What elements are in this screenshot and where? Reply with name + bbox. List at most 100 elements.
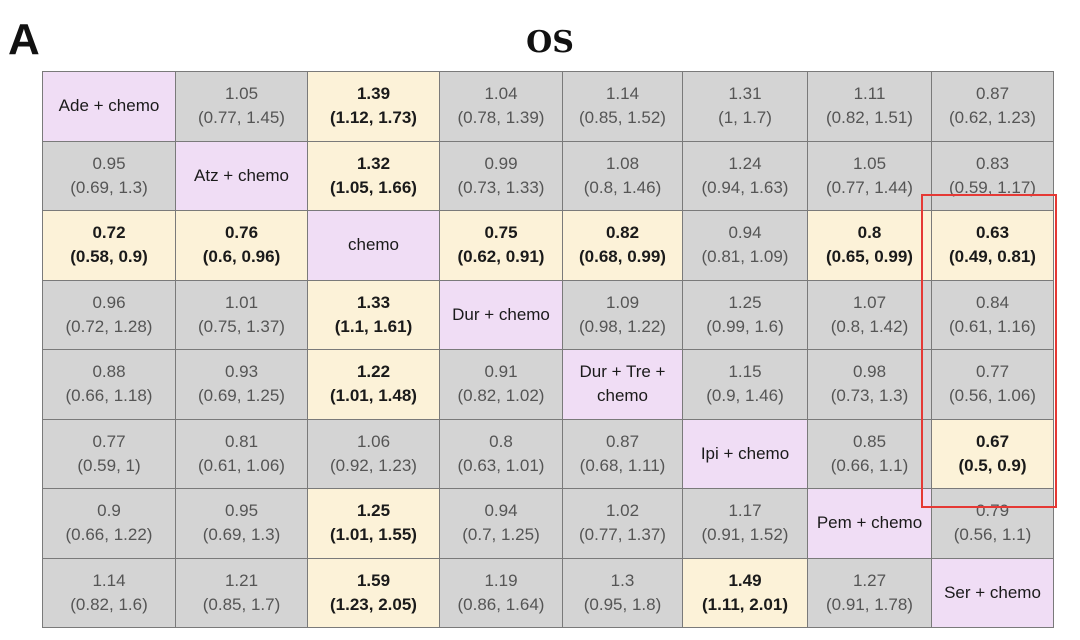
treatment-label: Ade + chemo (58, 96, 160, 116)
hazard-ratio-value: 0.88 (92, 362, 126, 382)
confidence-interval: (0.5, 0.9) (958, 455, 1027, 475)
confidence-interval: (0.91, 1.78) (826, 594, 913, 614)
confidence-interval: (0.56, 1.06) (949, 386, 1036, 406)
hazard-ratio-value: 0.8 (489, 431, 513, 451)
hazard-ratio-value: 0.84 (975, 292, 1010, 312)
hazard-ratio-value: 1.05 (224, 84, 259, 104)
hazard-ratio-value: 0.83 (975, 153, 1010, 173)
table-row: 0.95 (0.69, 1.3) Atz + chemo 1.32 (1.05, 1.6… (42, 140, 1054, 211)
hazard-ratio-cell: 0.76 (0.6, 0.96) (175, 210, 308, 281)
treatment-label-cell: Ser + chemo (931, 557, 1054, 628)
hazard-ratio-cell: 0.87 (0.68, 1.11) (562, 418, 683, 489)
confidence-interval: (0.66, 1.1) (830, 455, 909, 475)
treatment-label: Ser + chemo (944, 582, 1041, 602)
hazard-ratio-cell: 0.8 (0.63, 1.01) (439, 418, 563, 489)
confidence-interval: (0.61, 1.06) (198, 455, 285, 475)
confidence-interval: (0.85, 1.52) (579, 108, 666, 128)
table-row: 0.96 (0.72, 1.28) 1.01 (0.75, 1.37) 1.33 (1.1… (42, 279, 1054, 350)
hazard-ratio-value: 0.96 (92, 292, 126, 312)
hazard-ratio-value: 1.33 (356, 292, 391, 312)
hazard-ratio-cell: 0.94 (0.7, 1.25) (439, 488, 563, 559)
treatment-label-cell: Dur + chemo (439, 279, 563, 350)
hazard-ratio-value: 1.24 (728, 153, 762, 173)
confidence-interval: (0.77, 1.44) (826, 177, 913, 197)
treatment-label: chemo (347, 235, 400, 255)
confidence-interval: (0.92, 1.23) (330, 455, 417, 475)
hazard-ratio-value: 1.22 (356, 362, 391, 382)
hazard-ratio-value: 1.14 (605, 84, 640, 104)
confidence-interval: (0.72, 1.28) (65, 316, 153, 336)
confidence-interval: (0.6, 0.96) (202, 247, 281, 267)
hazard-ratio-cell: 0.63 (0.49, 0.81) (931, 210, 1054, 281)
hazard-ratio-cell: 0.99 (0.73, 1.33) (439, 140, 563, 211)
hazard-ratio-value: 0.85 (852, 431, 887, 451)
confidence-interval: (0.8, 1.42) (830, 316, 909, 336)
confidence-interval: (0.7, 1.25) (462, 525, 540, 545)
confidence-interval: (0.86, 1.64) (457, 594, 545, 614)
confidence-interval: (0.68, 0.99) (579, 247, 666, 267)
hazard-ratio-cell: 1.24 (0.94, 1.63) (682, 140, 808, 211)
hazard-ratio-value: 1.06 (356, 431, 391, 451)
confidence-interval: (0.63, 1.01) (457, 455, 545, 475)
hazard-ratio-cell: 0.91 (0.82, 1.02) (439, 349, 563, 420)
hazard-ratio-value: 0.81 (224, 431, 259, 451)
hazard-ratio-value: 1.31 (728, 84, 762, 104)
hazard-ratio-cell: 0.95 (0.69, 1.3) (42, 140, 176, 211)
hazard-ratio-value: 1.21 (224, 570, 259, 590)
hazard-ratio-value: 0.94 (728, 223, 762, 243)
hazard-ratio-cell: 1.05 (0.77, 1.44) (807, 140, 932, 211)
hazard-ratio-cell: 1.39 (1.12, 1.73) (307, 71, 440, 142)
hazard-ratio-cell: 0.98 (0.73, 1.3) (807, 349, 932, 420)
hazard-ratio-value: 1.04 (484, 84, 518, 104)
hazard-ratio-cell: 0.9 (0.66, 1.22) (42, 488, 176, 559)
table-row: 0.9 (0.66, 1.22) 0.95 (0.69, 1.3) 1.25 (1.01,… (42, 488, 1054, 559)
treatment-label: Dur + Tre + chemo (579, 362, 666, 406)
hazard-ratio-cell: 0.75 (0.62, 0.91) (439, 210, 563, 281)
hazard-ratio-cell: 0.84 (0.61, 1.16) (931, 279, 1054, 350)
hazard-ratio-value: 1.3 (610, 570, 635, 590)
hazard-ratio-cell: 1.27 (0.91, 1.78) (807, 557, 932, 628)
confidence-interval: (1.1, 1.61) (334, 316, 413, 336)
table-row: Ade + chemo 1.05 (0.77, 1.45) 1.39 (1.12, 1.… (42, 71, 1054, 142)
confidence-interval: (0.69, 1.25) (198, 386, 285, 406)
hazard-ratio-value: 0.99 (484, 153, 518, 173)
confidence-interval: (0.85, 1.7) (202, 594, 281, 614)
confidence-interval: (0.77, 1.37) (579, 525, 666, 545)
hazard-ratio-value: 0.82 (605, 223, 640, 243)
hazard-ratio-value: 1.25 (356, 501, 391, 521)
hazard-ratio-value: 0.87 (975, 84, 1010, 104)
hazard-ratio-cell: 0.94 (0.81, 1.09) (682, 210, 808, 281)
confidence-interval: (0.9, 1.46) (706, 386, 784, 406)
confidence-interval: (1.12, 1.73) (330, 108, 417, 128)
hazard-ratio-value: 0.91 (484, 362, 518, 382)
hazard-ratio-value: 0.98 (852, 362, 887, 382)
panel-label: A (8, 15, 40, 64)
table-row: 0.88 (0.66, 1.18) 0.93 (0.69, 1.25) 1.22 (1.0… (42, 349, 1054, 420)
hazard-ratio-value: 1.09 (605, 292, 640, 312)
hazard-ratio-cell: 0.67 (0.5, 0.9) (931, 418, 1054, 489)
hazard-ratio-cell: 1.32 (1.05, 1.66) (307, 140, 440, 211)
hazard-ratio-cell: 1.07 (0.8, 1.42) (807, 279, 932, 350)
treatment-label-cell: Pem + chemo (807, 488, 932, 559)
hazard-ratio-value: 0.77 (92, 431, 126, 451)
confidence-interval: (0.69, 1.3) (202, 525, 281, 545)
hazard-ratio-cell: 1.31 (1, 1.7) (682, 71, 808, 142)
hazard-ratio-cell: 1.25 (0.99, 1.6) (682, 279, 808, 350)
hazard-ratio-value: 1.14 (92, 570, 126, 590)
hazard-ratio-cell: 1.14 (0.82, 1.6) (42, 557, 176, 628)
hazard-ratio-cell: 1.14 (0.85, 1.52) (562, 71, 683, 142)
confidence-interval: (0.91, 1.52) (701, 525, 789, 545)
hazard-ratio-cell: 1.22 (1.01, 1.48) (307, 349, 440, 420)
confidence-interval: (1.01, 1.55) (330, 525, 417, 545)
confidence-interval: (0.77, 1.45) (198, 108, 285, 128)
confidence-interval: (0.49, 0.81) (949, 247, 1036, 267)
confidence-interval: (1, 1.7) (718, 108, 772, 128)
table-row: 0.77 (0.59, 1) 0.81 (0.61, 1.06) 1.06 (0.92, … (42, 418, 1054, 489)
hazard-ratio-cell: 1.04 (0.78, 1.39) (439, 71, 563, 142)
hazard-ratio-value: 0.93 (224, 362, 259, 382)
hazard-ratio-cell: 0.72 (0.58, 0.9) (42, 210, 176, 281)
hazard-ratio-value: 1.27 (852, 570, 887, 590)
hazard-ratio-value: 0.9 (97, 501, 121, 521)
hazard-ratio-cell: 0.81 (0.61, 1.06) (175, 418, 308, 489)
confidence-interval: (0.8, 1.46) (583, 177, 662, 197)
